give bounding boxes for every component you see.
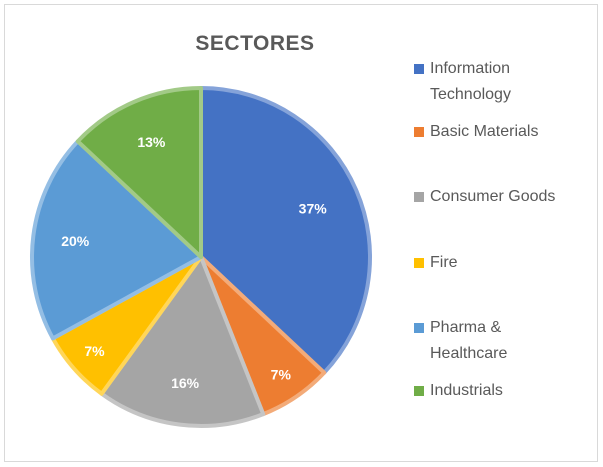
data-label-consumer-goods: 16% [171,375,200,391]
legend-label: Consumer Goods [430,188,556,205]
pie-slice-information-technology [199,86,372,375]
data-label-industrials: 13% [137,134,166,150]
legend-swatch [414,127,424,137]
legend-label: Information Technology [430,60,511,103]
legend-swatch [414,64,424,74]
data-label-information-technology: 37% [299,201,328,217]
legend-label: Industrials [430,382,503,399]
pie-slice-consumer-goods [99,255,266,428]
pie-slice-pharma-healthcare [30,139,203,341]
data-label-basic-materials: 7% [271,366,292,382]
legend-label: Pharma & Healthcare [430,319,508,362]
legend-label: Basic Materials [430,123,539,140]
legend-swatch [414,323,424,333]
data-label-pharma-healthcare: 20% [61,233,90,249]
legend-label: Fire [430,254,458,271]
data-label-fire: 7% [84,343,105,359]
legend-swatch [414,192,424,202]
legend: Information Technology Basic Materials Co… [414,0,599,467]
legend-swatch [414,258,424,268]
chart-title: SECTORES [195,32,315,55]
pie-slice-industrials [75,86,203,259]
legend-swatch [414,386,424,396]
